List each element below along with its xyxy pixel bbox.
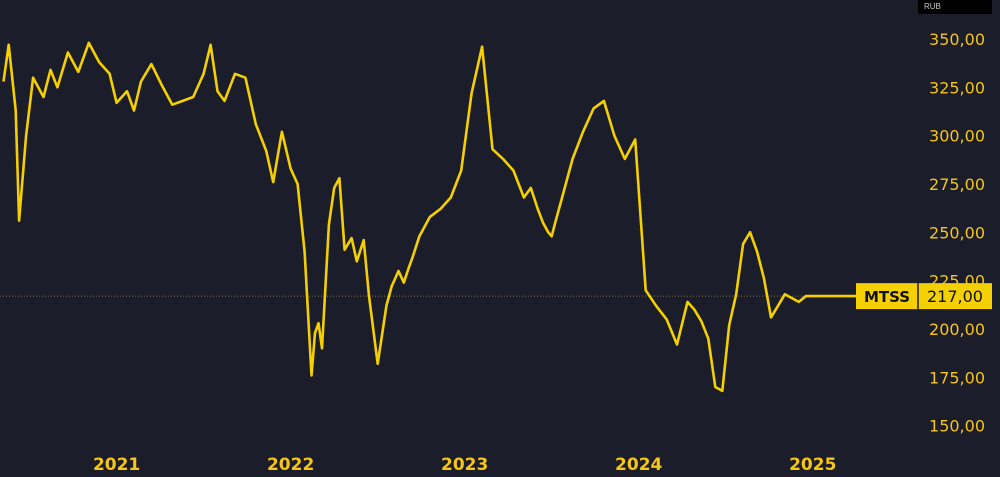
y-tick-label: 300,00 [929,127,985,146]
x-tick-label: 2023 [441,455,488,475]
x-tick-label: 2021 [93,455,140,475]
x-tick-label: 2025 [789,455,836,475]
y-tick-label: 150,00 [929,417,985,436]
plot-area [0,41,886,393]
last-value-text: 217,00 [927,287,983,306]
y-tick-label: 250,00 [929,223,985,242]
series-name-label: MTSS [864,288,910,306]
last-value-badge [856,283,992,310]
series-line-mtss [2,41,886,393]
y-tick-label: 325,00 [929,78,985,97]
y-tick-label: 275,00 [929,175,985,194]
x-axis: 2021 2022 2023 2024 2025 [93,455,836,475]
x-tick-label: 2024 [615,455,662,475]
y-tick-label: 350,00 [929,30,985,49]
y-axis: 150,00175,00200,00225,00250,00275,00300,… [929,30,985,436]
y-tick-label: 200,00 [929,320,985,339]
y-tick-label: 175,00 [929,368,985,387]
x-tick-label: 2022 [267,455,314,475]
last-value-label: MTSS 217,00 [856,283,992,310]
currency-badge: RUB [918,0,992,14]
